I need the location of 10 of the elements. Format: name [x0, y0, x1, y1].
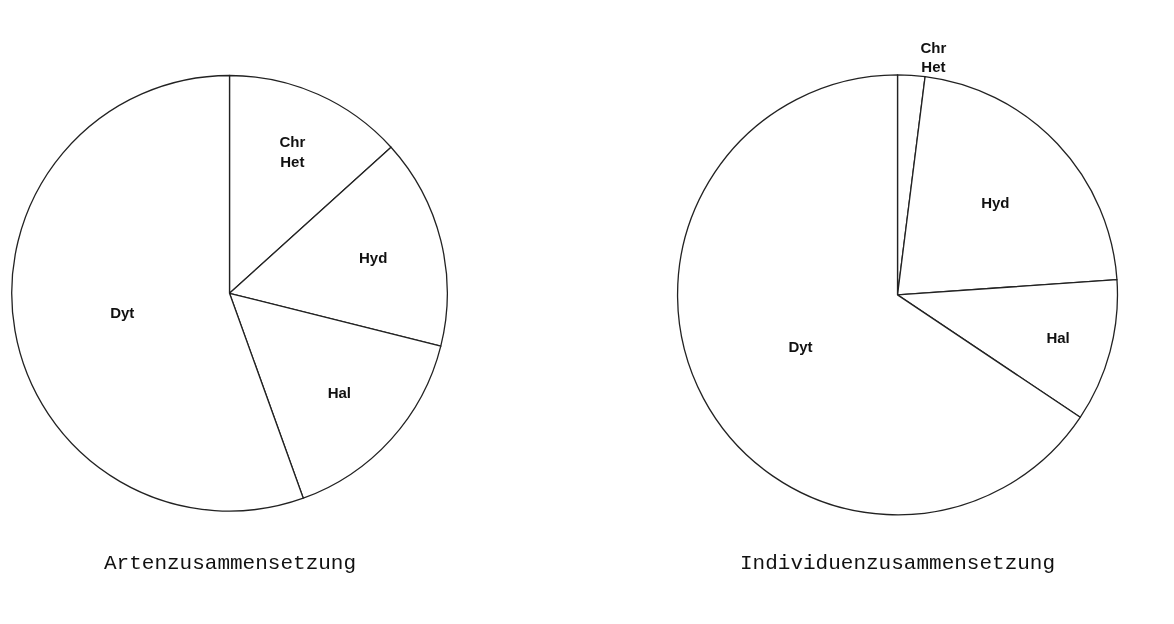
slice-label: Hal	[327, 384, 352, 402]
slice-label: Hyd	[359, 248, 388, 266]
text: Individuenzusammensetzung	[740, 552, 1056, 575]
slice-label: Dyt	[110, 303, 135, 321]
slice-label: Chr Het	[920, 38, 947, 76]
slice-label: Chr Het	[279, 133, 306, 170]
text: Artenzusammensetzung	[104, 552, 357, 575]
slice-label: Hyd	[981, 193, 1010, 211]
slice-label: Dyt	[788, 338, 813, 356]
slice-label: Hal	[1046, 329, 1070, 347]
